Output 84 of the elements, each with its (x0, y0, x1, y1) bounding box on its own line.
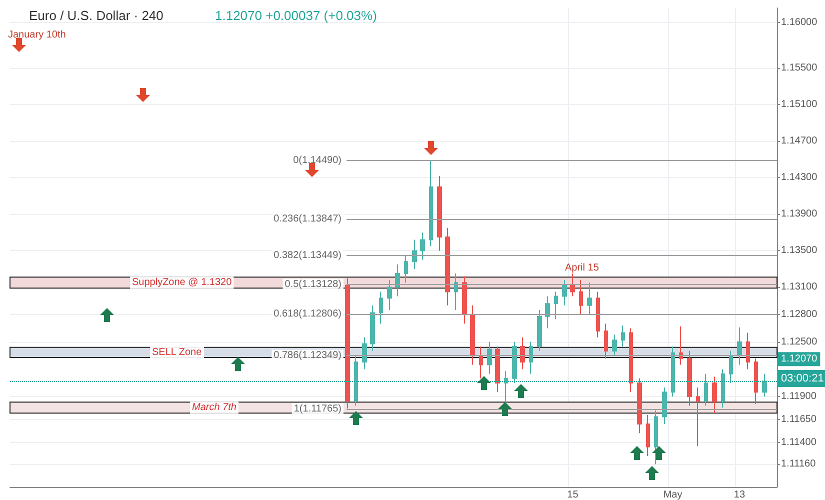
candlestick (445, 227, 450, 306)
y-tick-label: 1.12800 (781, 309, 818, 320)
candlestick (712, 376, 717, 414)
ref-line-label: 0.236(1.13847) (274, 214, 342, 225)
y-tick-label: 1.15100 (781, 99, 818, 110)
candlestick (412, 239, 417, 270)
y-tick-label: 1.14700 (781, 136, 818, 147)
candlestick (687, 350, 692, 406)
candlestick (570, 273, 575, 297)
candlestick (370, 304, 375, 352)
chart-subtitle: 1.12070 +0.00037 (+0.03%) (215, 8, 377, 23)
candlestick (596, 291, 600, 338)
y-tick-label: 1.13100 (781, 282, 818, 293)
candlestick (345, 278, 350, 410)
annotation: April 15 (565, 262, 600, 274)
candlestick (612, 334, 617, 356)
candlestick (487, 341, 492, 374)
chart-title: Euro / U.S. Dollar · 240 (29, 8, 164, 23)
y-tick-label: 1.13900 (781, 208, 818, 220)
candlestick (429, 160, 433, 247)
candlestick (520, 336, 525, 370)
candlestick (737, 326, 742, 366)
ref-line-label: 0.5(1.13128) (284, 279, 342, 290)
candlestick (562, 279, 567, 306)
candlestick (762, 373, 767, 398)
x-tick-label: 13 (734, 490, 746, 500)
candlestick (479, 346, 483, 379)
text: 03:00:21 (781, 372, 824, 384)
candlestick (470, 304, 475, 366)
y-tick-label: 1.11160 (781, 458, 816, 470)
y-tick-label: 1.11650 (781, 414, 817, 425)
candlestick (679, 326, 683, 366)
ref-line-label: 0.786(1.12349) (274, 350, 342, 362)
candlestick (495, 346, 500, 393)
y-tick-label: 1.12500 (781, 336, 818, 348)
candlestick (354, 355, 358, 406)
candlestick (629, 328, 633, 393)
candlestick (696, 387, 700, 446)
y-tick-label: 1.15500 (781, 62, 818, 74)
candlestick (554, 291, 558, 320)
candlestick (746, 332, 750, 370)
ref-line-label: 1(1.11765) (294, 403, 342, 414)
candlestick (437, 175, 442, 252)
candlestick (454, 273, 458, 310)
x-tick-label: 15 (567, 490, 579, 500)
candlestick (529, 341, 533, 374)
x-tick-label: May (663, 490, 682, 500)
candlestick (646, 414, 650, 456)
candlestick (404, 254, 408, 284)
annotation: January 10th (8, 30, 66, 40)
candlestick (621, 325, 625, 347)
ref-line-label: 0(1.14490) (293, 154, 342, 166)
candlestick (462, 276, 467, 324)
candlestick (754, 358, 758, 404)
candlestick (637, 378, 642, 434)
candlestick (587, 282, 592, 316)
candlestick (604, 323, 608, 359)
candlestick (545, 296, 550, 329)
candlestick (512, 341, 517, 384)
candlestick (721, 368, 725, 408)
band-label: March 7th (192, 402, 237, 414)
candlestick (662, 387, 667, 425)
candlestick (379, 291, 383, 324)
candlestick (387, 279, 392, 310)
band-label: SupplyZone @ 1.1320 (132, 277, 232, 288)
candlestick (729, 350, 733, 384)
candlestick (420, 232, 425, 260)
ref-line-label: 0.618(1.12806) (274, 308, 342, 320)
y-tick-label: 1.14300 (781, 172, 818, 184)
candlestick (704, 373, 708, 406)
y-tick-label: 1.11400 (781, 436, 817, 448)
candlestick (504, 370, 508, 404)
candlestick (579, 279, 583, 316)
band-label: SELL Zone (152, 346, 202, 358)
ref-line-label: 0.382(1.13449) (274, 250, 342, 261)
y-tick-label: 1.11900 (781, 391, 817, 402)
candlestick (395, 264, 400, 297)
y-tick-label: 1.13500 (781, 245, 818, 256)
y-tick-label: 1.16000 (781, 17, 818, 28)
candlestick (654, 410, 658, 465)
candlestick (362, 336, 367, 370)
candlestick (537, 310, 542, 352)
ref-line-label: 1.12070 (781, 354, 818, 365)
candlestick (671, 346, 675, 398)
